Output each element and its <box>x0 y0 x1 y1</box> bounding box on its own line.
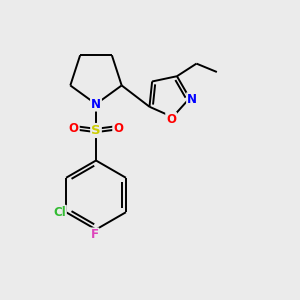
Text: S: S <box>91 124 101 137</box>
Text: F: F <box>91 228 98 242</box>
Text: N: N <box>187 93 197 106</box>
Text: O: O <box>113 122 123 135</box>
Text: O: O <box>166 113 176 126</box>
Text: O: O <box>69 122 79 135</box>
Text: Cl: Cl <box>53 206 66 219</box>
Text: N: N <box>91 98 101 111</box>
